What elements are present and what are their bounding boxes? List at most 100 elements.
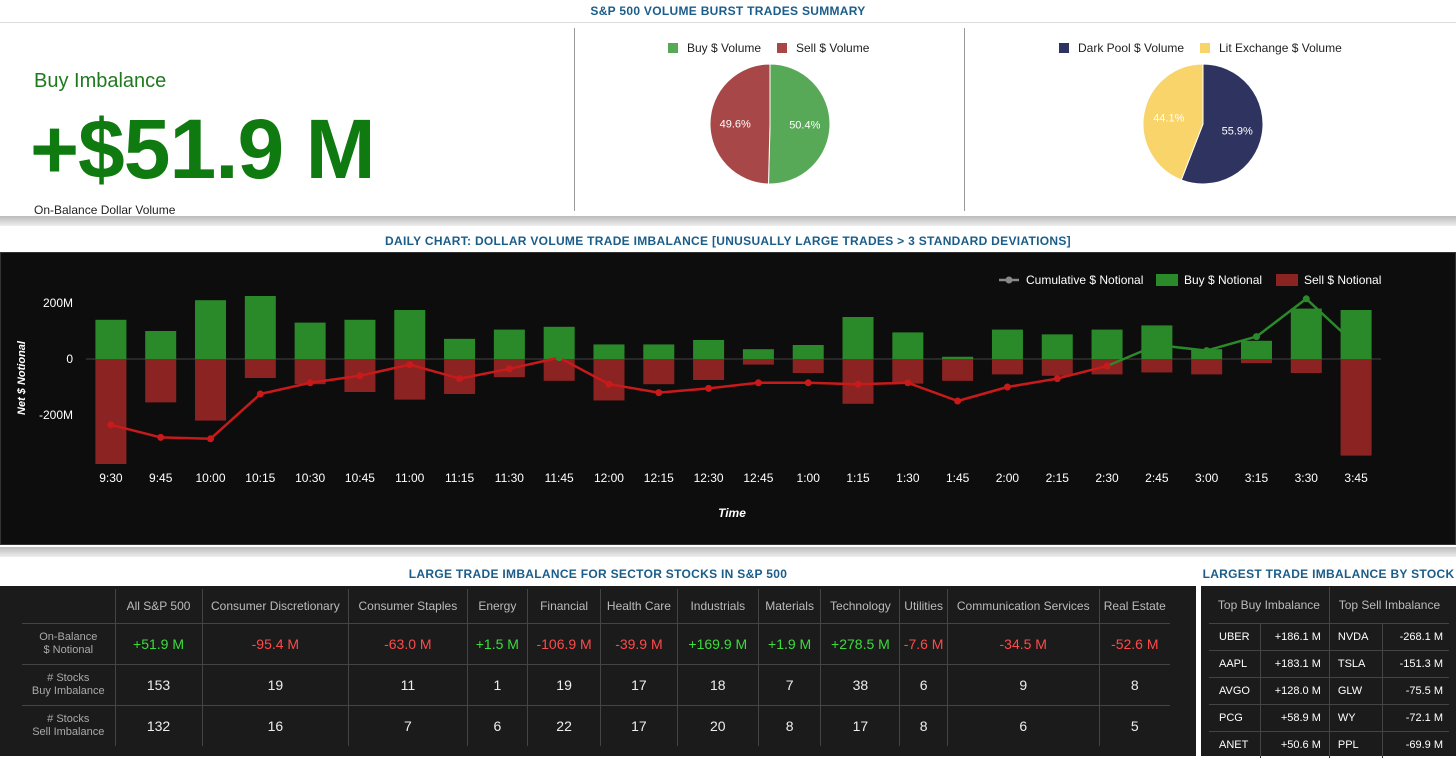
cumulative-point[interactable]: [356, 372, 364, 380]
pie-slice[interactable]: [1180, 63, 1264, 185]
cumulative-point[interactable]: [107, 421, 115, 429]
cumulative-point[interactable]: [1153, 341, 1161, 349]
buy-bar[interactable]: [244, 296, 276, 359]
sell-bar[interactable]: [543, 359, 575, 381]
buy-bar[interactable]: [892, 332, 924, 359]
buy-bar[interactable]: [942, 356, 974, 359]
legend-lit-exchange[interactable]: Lit Exchange $ Volume: [1200, 41, 1342, 55]
y-tick-label: 200M: [43, 296, 73, 310]
legend-buy-volume[interactable]: Buy $ Volume: [668, 41, 761, 55]
buy-value[interactable]: +183.1 M: [1260, 649, 1330, 677]
pie-slice[interactable]: [767, 63, 831, 185]
cumulative-point[interactable]: [157, 433, 165, 441]
sell-value[interactable]: -69.9 M: [1381, 730, 1449, 758]
buy-bar[interactable]: [294, 322, 326, 359]
sell-bar[interactable]: [1141, 359, 1173, 373]
buy-bar[interactable]: [991, 329, 1023, 359]
legend-sell-label[interactable]: Sell $ Notional: [1304, 273, 1381, 287]
sell-bar[interactable]: [195, 359, 227, 421]
legend-sell-volume[interactable]: Sell $ Volume: [777, 41, 869, 55]
sell-bar[interactable]: [942, 359, 974, 381]
buy-bar[interactable]: [195, 300, 227, 359]
sell-value[interactable]: -75.5 M: [1381, 676, 1449, 704]
cumulative-point[interactable]: [1053, 375, 1061, 383]
buy-value[interactable]: +58.9 M: [1260, 703, 1330, 731]
cumulative-point[interactable]: [1352, 341, 1360, 349]
sell-bar[interactable]: [1191, 359, 1223, 375]
sell-value[interactable]: -268.1 M: [1381, 622, 1449, 650]
buy-ticker[interactable]: UBER: [1209, 622, 1261, 650]
cumulative-point[interactable]: [505, 365, 513, 373]
legend-cumulative-label[interactable]: Cumulative $ Notional: [1026, 273, 1143, 287]
sell-value[interactable]: -151.3 M: [1381, 649, 1449, 677]
buy-value[interactable]: +128.0 M: [1260, 676, 1330, 704]
buy-bar[interactable]: [593, 344, 625, 359]
buy-bar[interactable]: [543, 326, 575, 359]
buy-bar[interactable]: [842, 317, 874, 359]
cumulative-point[interactable]: [954, 397, 962, 405]
cumulative-point[interactable]: [406, 361, 414, 369]
sell-bar[interactable]: [1290, 359, 1322, 373]
buy-bar[interactable]: [145, 331, 177, 359]
buy-ticker[interactable]: ANET: [1209, 730, 1261, 758]
buy-bar[interactable]: [344, 319, 376, 359]
buy-value[interactable]: +50.6 M: [1260, 730, 1330, 758]
cumulative-point[interactable]: [1302, 295, 1310, 303]
buy-ticker[interactable]: AAPL: [1209, 649, 1261, 677]
sell-bar[interactable]: [1041, 359, 1073, 376]
cumulative-point[interactable]: [555, 354, 563, 362]
sell-ticker[interactable]: NVDA: [1328, 622, 1383, 650]
sell-bar[interactable]: [145, 359, 177, 403]
cumulative-point[interactable]: [1003, 383, 1011, 391]
buy-bar[interactable]: [493, 329, 525, 359]
cumulative-point[interactable]: [207, 435, 215, 443]
sell-ticker[interactable]: WY: [1328, 703, 1383, 731]
cumulative-point[interactable]: [705, 384, 713, 392]
buy-bar[interactable]: [1091, 329, 1123, 359]
sell-bar[interactable]: [792, 359, 824, 373]
sell-bar[interactable]: [244, 359, 276, 379]
buy-bar[interactable]: [444, 338, 476, 359]
sell-ticker[interactable]: PPL: [1328, 730, 1383, 758]
cumulative-point[interactable]: [1203, 347, 1211, 355]
cumulative-point[interactable]: [456, 375, 464, 383]
cumulative-point[interactable]: [655, 389, 663, 397]
buy-bar[interactable]: [1240, 340, 1272, 359]
sell-bar[interactable]: [643, 359, 675, 385]
buy-value[interactable]: +186.1 M: [1260, 622, 1330, 650]
buy-ticker[interactable]: AVGO: [1209, 676, 1261, 704]
buy-bar[interactable]: [95, 319, 127, 359]
cumulative-point[interactable]: [605, 380, 613, 388]
buy-bar[interactable]: [643, 344, 675, 359]
buy-bar[interactable]: [394, 310, 426, 359]
cumulative-point[interactable]: [904, 379, 912, 387]
buy-bar[interactable]: [1290, 308, 1322, 359]
buy-bar[interactable]: [1041, 334, 1073, 359]
legend-dark-pool[interactable]: Dark Pool $ Volume: [1059, 41, 1184, 55]
cumulative-point[interactable]: [256, 390, 264, 398]
sell-bar[interactable]: [95, 359, 127, 464]
sell-ticker[interactable]: TSLA: [1328, 649, 1383, 677]
sell-bar[interactable]: [1240, 359, 1272, 364]
pie-slice[interactable]: [1142, 63, 1204, 181]
sell-value[interactable]: -72.1 M: [1381, 703, 1449, 731]
sell-bar[interactable]: [693, 359, 725, 380]
sell-ticker[interactable]: GLW: [1328, 676, 1383, 704]
sell-bar[interactable]: [742, 359, 774, 365]
top-sell-header: Top Sell Imbalance: [1338, 597, 1441, 612]
buy-ticker[interactable]: PCG: [1209, 703, 1261, 731]
sell-bar[interactable]: [991, 359, 1023, 375]
cumulative-point[interactable]: [854, 380, 862, 388]
cumulative-point[interactable]: [804, 379, 812, 387]
cumulative-point[interactable]: [306, 379, 314, 387]
pie-slice[interactable]: [709, 63, 771, 185]
cumulative-point[interactable]: [754, 379, 762, 387]
buy-bar[interactable]: [792, 345, 824, 359]
legend-buy-label[interactable]: Buy $ Notional: [1184, 273, 1262, 287]
buy-bar[interactable]: [1191, 349, 1223, 359]
buy-bar[interactable]: [742, 349, 774, 359]
buy-bar[interactable]: [693, 339, 725, 359]
cumulative-point[interactable]: [1252, 333, 1260, 341]
sell-bar[interactable]: [1340, 359, 1372, 456]
cumulative-point[interactable]: [1103, 362, 1111, 370]
